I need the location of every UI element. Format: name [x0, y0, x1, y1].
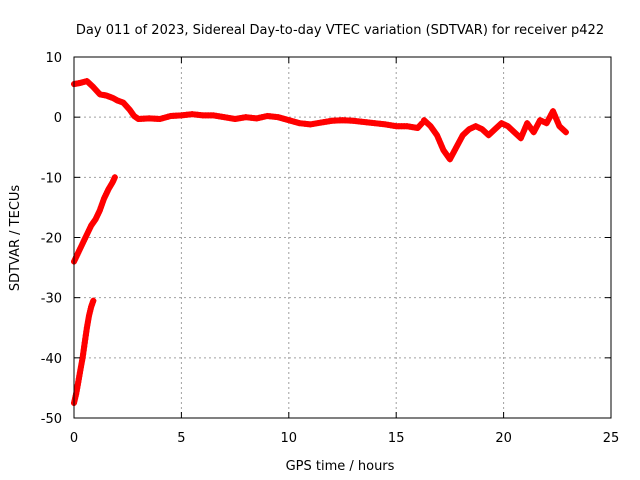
data-point — [562, 129, 569, 136]
data-point — [339, 117, 354, 124]
data-point — [242, 114, 257, 122]
data-point — [453, 135, 465, 151]
data-point — [79, 233, 89, 247]
data-point — [73, 381, 81, 397]
data-marks — [71, 78, 569, 406]
data-point — [113, 97, 125, 106]
data-point — [371, 120, 386, 128]
y-tick-label: -30 — [41, 292, 62, 307]
data-point — [434, 132, 445, 150]
y-tick-label: -50 — [41, 412, 62, 427]
axis-ticks — [73, 56, 612, 419]
data-point — [92, 209, 102, 223]
data-point — [498, 120, 510, 129]
grid — [74, 57, 611, 418]
data-point — [86, 305, 94, 319]
data-point — [77, 78, 89, 86]
series-main — [71, 78, 425, 131]
data-point — [77, 357, 86, 373]
data-point — [550, 108, 561, 126]
data-point — [393, 123, 408, 130]
data-point — [232, 114, 247, 122]
y-axis-label: SDTVAR / TECUs — [8, 185, 23, 292]
data-point — [88, 217, 98, 229]
y-tick-label: -10 — [41, 171, 62, 186]
data-point — [83, 315, 92, 331]
tick-labels: 0 5 10 15 20 25 10 0 -10 -20 -30 -40 -50 — [41, 51, 620, 446]
data-point — [90, 297, 97, 304]
data-point — [105, 180, 115, 193]
x-tick-label: 5 — [177, 431, 185, 446]
x-axis-label: GPS time / hours — [286, 459, 395, 474]
data-point — [111, 174, 118, 181]
x-tick-label: 25 — [603, 431, 620, 446]
data-point — [285, 117, 300, 126]
y-tick-label: 0 — [54, 111, 62, 126]
series-tail — [421, 108, 569, 163]
y-tick-label: 10 — [45, 51, 62, 66]
y-tick-label: -40 — [41, 352, 62, 367]
x-tick-label: 10 — [281, 431, 298, 446]
data-point — [382, 121, 397, 129]
y-tick-label: -20 — [41, 232, 62, 247]
data-point — [530, 120, 542, 136]
series-arc-upper — [71, 174, 118, 265]
data-point — [103, 92, 115, 101]
x-tick-label: 20 — [495, 431, 512, 446]
series-arc-lower — [71, 297, 97, 406]
data-point — [101, 188, 111, 202]
x-tick-label: 0 — [70, 431, 78, 446]
x-tick-label: 15 — [388, 431, 405, 446]
data-point — [543, 111, 555, 127]
data-point — [96, 198, 106, 214]
data-point — [446, 147, 458, 163]
data-point — [427, 123, 439, 136]
chart-title: Day 011 of 2023, Sidereal Day-to-day VTE… — [76, 23, 604, 38]
